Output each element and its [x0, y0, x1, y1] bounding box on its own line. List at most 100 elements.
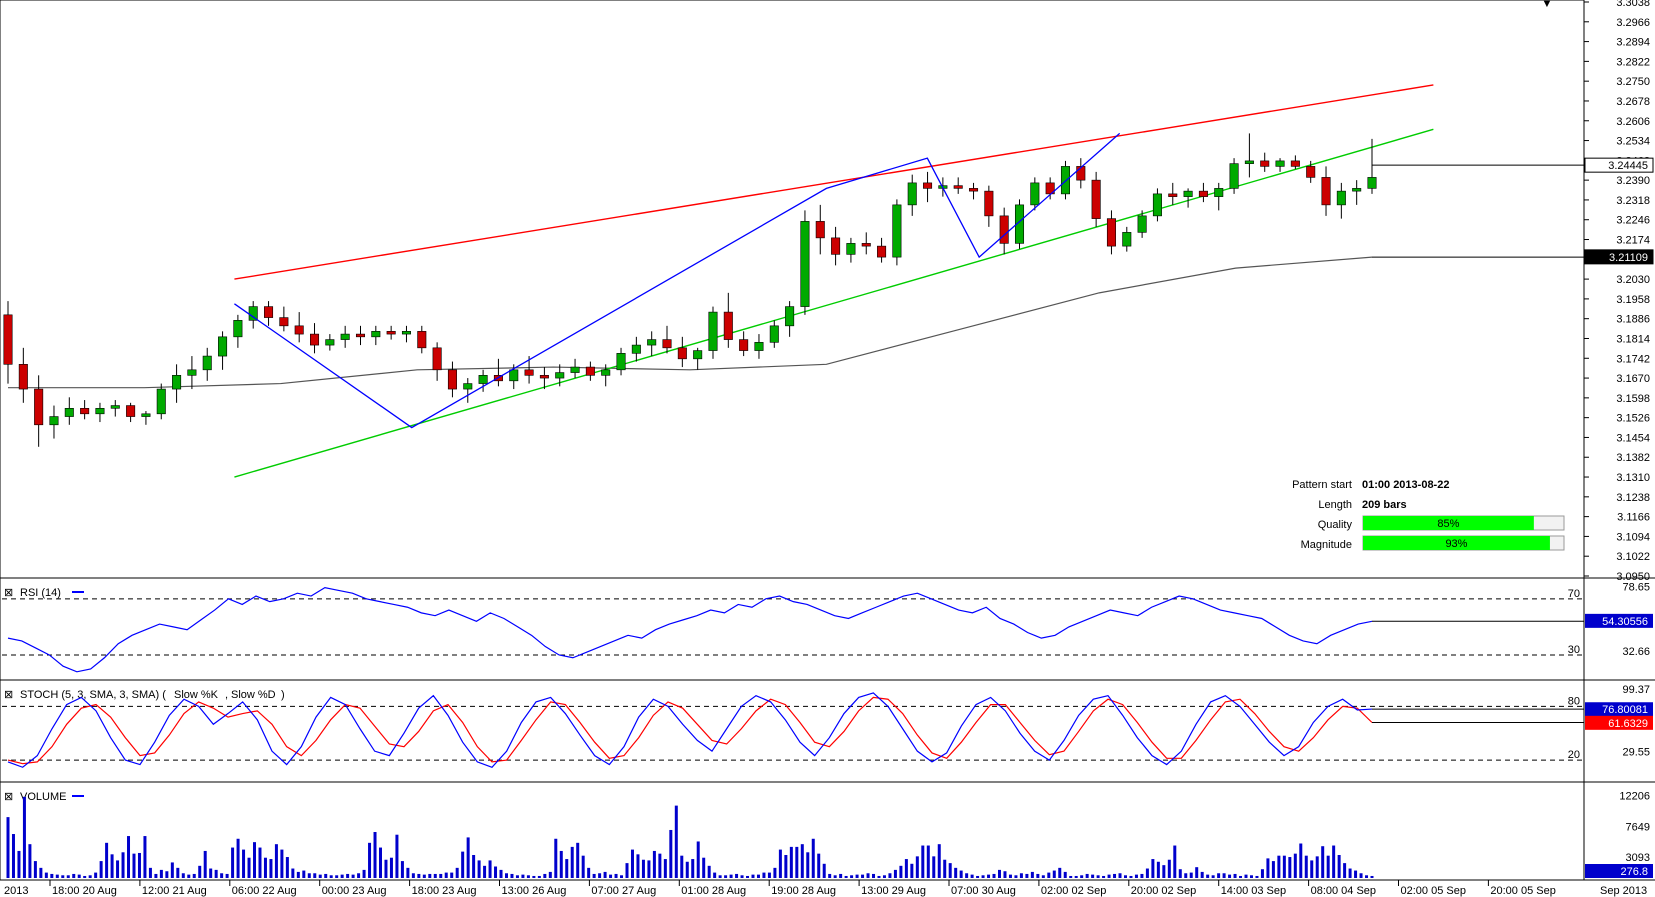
price-flag-box [1584, 249, 1654, 265]
volume-bar [483, 865, 487, 878]
price-tick-label: 3.1742 [1616, 353, 1650, 365]
volume-bar [253, 842, 257, 878]
volume-bar [378, 847, 382, 878]
price-tick-label: 3.1310 [1616, 472, 1650, 484]
volume-bar [1069, 875, 1073, 878]
volume-bar [570, 846, 574, 878]
candle-body [1198, 190, 1208, 197]
volume-bar [1113, 873, 1117, 878]
volume-bar [548, 871, 552, 878]
stoch-d-line [7, 696, 1373, 765]
volume-bar [1348, 868, 1352, 878]
volume-bar [926, 845, 930, 878]
volume-bar [740, 875, 744, 878]
volume-bar [888, 873, 892, 878]
volume-bar [866, 873, 870, 878]
volume-bar [1118, 873, 1122, 878]
volume-bar [302, 870, 306, 878]
volume-bar [395, 834, 399, 878]
time-axis: 2013 18:00 20 Aug 12:00 21 Aug 06:00 22 Aug… [4, 880, 1647, 897]
pattern-info-box: Pattern start 01:00 2013-08-22 Length 209 b… [1292, 479, 1565, 551]
candle-body [723, 311, 733, 340]
volume-bar [1288, 857, 1292, 878]
volume-bar [625, 863, 629, 878]
time-axis-label: 20:00 05 Sep [1490, 885, 1555, 897]
candle-body [677, 347, 687, 360]
stoch-close-paren: ) [281, 689, 285, 701]
volume-bar [313, 873, 317, 878]
close-panel-icon[interactable]: ⊠ [4, 791, 13, 803]
volume-bar [784, 855, 788, 878]
volume-bar [1162, 865, 1166, 878]
volume-bar [948, 863, 952, 878]
dropdown-arrow-icon[interactable]: ▼ [1542, 0, 1553, 10]
volume-bar [828, 873, 832, 878]
volume-bar [1365, 875, 1369, 878]
volume-bar [1354, 870, 1358, 878]
time-axis-label: 13:00 29 Aug [861, 885, 926, 897]
candle-body [953, 185, 963, 189]
volume-bar [357, 873, 361, 878]
volume-bar [778, 849, 782, 878]
volume-bar [707, 865, 711, 878]
volume-bar [1123, 875, 1127, 878]
volume-bar [105, 842, 109, 878]
price-flag-label: 3.24445 [1608, 160, 1648, 172]
volume-bar [702, 857, 706, 878]
volume-bar [1228, 874, 1232, 878]
volume-bar [444, 872, 448, 878]
volume-bar [154, 873, 158, 878]
volume-bar [274, 844, 278, 878]
volume-bar [576, 842, 580, 878]
candle-body [1336, 190, 1346, 206]
price-tick-label: 3.2534 [1616, 136, 1650, 148]
volume-bar [526, 875, 530, 878]
volume-bar [439, 873, 443, 878]
volume-bar [647, 860, 651, 878]
candle-body [999, 215, 1009, 244]
volume-bar [1233, 873, 1237, 878]
volume-axis-label: 12206 [1619, 790, 1650, 802]
time-axis-label: 18:00 20 Aug [52, 885, 117, 897]
stoch-level-label: 80 [1568, 695, 1580, 707]
volume-bar [450, 872, 454, 878]
volume-bar [746, 875, 750, 878]
volume-bar [559, 850, 563, 878]
volume-bar [954, 867, 958, 878]
volume-bar [417, 873, 421, 878]
volume-bar [685, 861, 689, 878]
candle-body [1275, 160, 1285, 167]
volume-bar [1047, 872, 1051, 878]
volume-bar [307, 873, 311, 878]
volume-bar [1102, 875, 1106, 878]
candle-body [631, 344, 641, 354]
volume-bar [324, 873, 328, 878]
volume-bar [192, 873, 196, 878]
price-tick-label: 3.2606 [1616, 116, 1650, 128]
volume-panel: ⊠ VOLUME 12206 7649 3093 276.8 [4, 790, 1653, 878]
candle-body [95, 408, 105, 415]
volume-bar [329, 875, 333, 878]
volume-bar [855, 874, 859, 878]
candle-body [785, 306, 795, 327]
volume-bar [839, 873, 843, 878]
price-tick-label: 3.1454 [1616, 432, 1650, 444]
candle-body [1106, 218, 1116, 247]
time-axis-label: 19:00 28 Aug [771, 885, 836, 897]
close-panel-icon[interactable]: ⊠ [4, 689, 13, 701]
candle-body [616, 353, 626, 371]
time-axis-label: 02:00 02 Sep [1041, 885, 1106, 897]
price-tick-label: 3.2246 [1616, 215, 1650, 227]
gauge-fill [1363, 536, 1550, 550]
candle-body [1152, 193, 1162, 217]
volume-bar [258, 847, 262, 878]
volume-bar [148, 867, 152, 878]
close-panel-icon[interactable]: ⊠ [4, 587, 13, 599]
rsi-value-label: 54.30556 [1602, 616, 1648, 628]
candle-body [1290, 160, 1300, 167]
volume-bar [592, 873, 596, 878]
volume-bar [899, 865, 903, 878]
resistance-trend-line [234, 84, 1434, 280]
volume-bar [806, 852, 810, 878]
volume-bar [1222, 873, 1226, 878]
